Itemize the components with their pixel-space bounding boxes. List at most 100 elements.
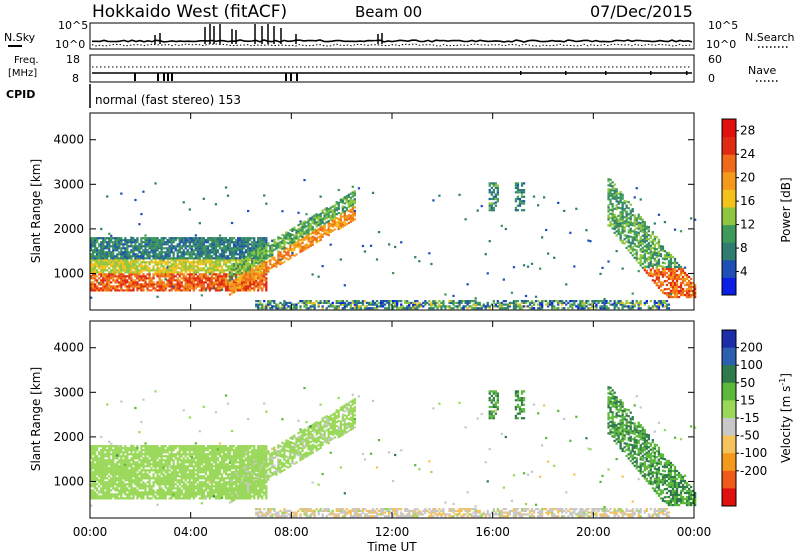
- data-cell: [114, 287, 117, 290]
- data-cell: [94, 471, 97, 474]
- data-cell: [136, 489, 139, 492]
- data-cell: [134, 261, 137, 264]
- data-cell: [110, 483, 113, 486]
- data-cell: [243, 285, 246, 288]
- data-cell: [94, 477, 97, 480]
- data-cell: [438, 194, 441, 197]
- data-cell: [629, 221, 632, 224]
- data-cell: [202, 253, 205, 256]
- data-cell: [140, 245, 143, 248]
- data-cell: [172, 275, 175, 278]
- data-cell: [104, 483, 107, 486]
- data-cell: [275, 247, 278, 250]
- data-cell: [283, 303, 286, 306]
- freq-spike: [157, 73, 159, 81]
- data-cell: [247, 274, 250, 277]
- data-cell: [208, 237, 212, 240]
- data-cell: [619, 225, 622, 228]
- data-cell: [108, 493, 111, 496]
- data-cell: [263, 277, 266, 280]
- data-cell: [325, 221, 328, 224]
- data-cell: [317, 232, 320, 235]
- data-cell: [243, 266, 246, 270]
- data-cell: [667, 307, 671, 310]
- data-cell: [333, 218, 336, 221]
- data-cell: [661, 281, 665, 284]
- data-cell: [657, 274, 661, 277]
- data-cell: [90, 257, 93, 260]
- data-cell: [285, 303, 288, 306]
- data-cell: [520, 305, 524, 308]
- data-cell: [190, 237, 193, 240]
- data-cell: [317, 228, 320, 231]
- data-cell: [128, 273, 131, 276]
- data-cell: [667, 259, 671, 263]
- data-cell: [98, 289, 101, 292]
- data-cell: [524, 305, 528, 308]
- data-cell: [210, 261, 214, 264]
- data-cell: [188, 273, 191, 276]
- data-cell: [90, 269, 93, 272]
- data-cell: [120, 489, 123, 492]
- data-cell: [617, 222, 620, 225]
- data-cell: [641, 266, 644, 269]
- data-cell: [265, 285, 268, 288]
- data-cell: [657, 276, 661, 279]
- data-cell: [603, 303, 606, 306]
- data-cell: [140, 239, 143, 242]
- data-cell: [160, 249, 163, 252]
- data-cell: [645, 271, 648, 274]
- data-cell: [154, 271, 157, 274]
- data-cell: [224, 279, 228, 282]
- data-cell: [307, 228, 310, 231]
- data-cell: [124, 457, 127, 460]
- data-cell: [128, 265, 131, 268]
- data-cell: [653, 253, 656, 256]
- data-cell: [142, 259, 145, 262]
- data-cell: [641, 262, 644, 265]
- data-cell: [98, 491, 101, 494]
- data-cell: [579, 307, 582, 310]
- data-cell: [228, 267, 232, 270]
- data-cell: [152, 281, 155, 284]
- data-cell: [120, 447, 123, 450]
- data-cell: [218, 241, 222, 244]
- data-cell: [303, 301, 306, 304]
- data-cell: [633, 244, 636, 247]
- data-cell: [120, 449, 123, 452]
- data-cell: [247, 253, 250, 256]
- data-cell: [230, 257, 234, 260]
- data-cell: [649, 274, 652, 277]
- data-cell: [136, 493, 139, 496]
- data-cell: [102, 471, 105, 474]
- data-cell: [118, 243, 121, 246]
- data-cell: [688, 285, 691, 289]
- data-cell: [333, 206, 336, 209]
- data-cell: [309, 224, 312, 228]
- data-cell: [339, 258, 342, 261]
- data-cell: [641, 254, 644, 257]
- data-cell: [178, 273, 181, 276]
- data-cell: [347, 195, 350, 198]
- data-cell: [136, 265, 139, 268]
- data-cell: [683, 279, 687, 283]
- data-cell: [607, 196, 610, 199]
- data-cell: [92, 237, 95, 240]
- data-cell: [94, 449, 97, 452]
- data-cell: [341, 215, 344, 218]
- data-cell: [178, 271, 181, 274]
- data-cell: [130, 271, 133, 274]
- data-cell: [516, 191, 520, 194]
- data-cell: [98, 467, 101, 470]
- data-cell: [178, 283, 181, 286]
- data-cell: [100, 453, 103, 456]
- data-cell: [649, 234, 652, 237]
- data-cell: [295, 253, 298, 256]
- data-cell: [567, 307, 570, 310]
- data-cell: [305, 305, 308, 308]
- data-cell: [319, 234, 322, 238]
- data-cell: [142, 481, 145, 484]
- data-cell: [243, 237, 246, 240]
- data-cell: [210, 247, 214, 250]
- data-cell: [677, 277, 681, 281]
